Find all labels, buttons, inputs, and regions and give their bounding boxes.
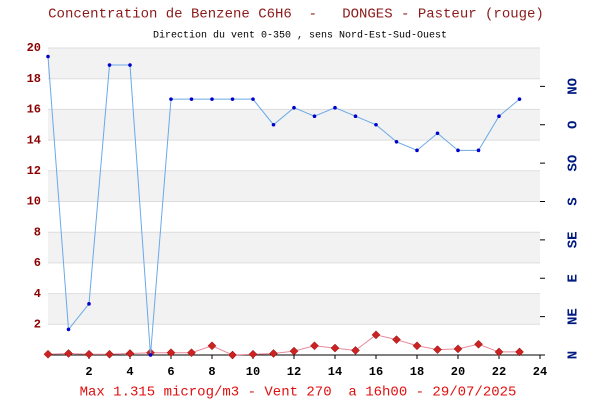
point: [187, 348, 196, 358]
point: [412, 341, 422, 351]
point: [333, 105, 337, 110]
x-tick-label: 24: [533, 365, 547, 379]
y-tick-label: 14: [27, 133, 41, 147]
point: [271, 122, 276, 127]
point: [230, 97, 235, 101]
series-line: [47, 56, 520, 356]
point: [87, 302, 91, 306]
y-tick-label: 18: [27, 72, 41, 86]
x-tick-label: 22: [492, 365, 506, 379]
y2-tick-label: SE: [566, 231, 582, 248]
band: [48, 109, 540, 141]
x-tick-label: 4: [126, 365, 133, 379]
y-tick-label: 20: [27, 41, 41, 55]
y2-tick-label: E: [566, 274, 582, 282]
x-tick-label: 6: [167, 365, 174, 379]
point: [248, 349, 258, 359]
point: [474, 339, 483, 349]
point: [46, 54, 50, 59]
y2-tick-label: SO: [566, 155, 582, 172]
point: [433, 345, 442, 354]
point: [169, 97, 173, 101]
point: [228, 350, 237, 360]
point: [125, 349, 135, 358]
band: [48, 170, 540, 202]
point: [166, 348, 176, 358]
point: [353, 114, 358, 119]
point: [107, 63, 112, 67]
point: [292, 105, 296, 110]
point: [453, 344, 463, 354]
y2-tick-label: NO: [566, 78, 582, 95]
point: [128, 63, 132, 67]
point: [105, 349, 114, 359]
point: [289, 346, 299, 356]
point: [392, 335, 401, 345]
series-line: [47, 334, 520, 356]
point: [148, 353, 153, 357]
point: [351, 346, 360, 355]
point: [517, 97, 522, 101]
x-tick-label: 14: [328, 365, 342, 379]
y-tick-label: 4: [34, 287, 41, 301]
point: [415, 148, 419, 153]
y-tick-label: 10: [27, 195, 41, 209]
band: [48, 48, 540, 79]
x-tick-label: 18: [410, 365, 424, 379]
chart-footer: Max 1.315 microg/m3 - Vent 270 a 16h00 -…: [80, 385, 517, 400]
point: [394, 140, 399, 144]
point: [43, 349, 53, 359]
x-tick-label: 2: [85, 365, 92, 379]
y-tick-label: 16: [27, 103, 41, 117]
y2-tick-label: O: [566, 121, 582, 129]
band: [48, 293, 540, 325]
x-tick-label: 10: [246, 365, 260, 379]
y2-tick-label: N: [566, 351, 582, 359]
point: [310, 341, 319, 351]
x-tick-label: 16: [369, 365, 383, 379]
y-tick-label: 8: [34, 225, 41, 239]
point: [456, 148, 460, 153]
point: [210, 97, 214, 101]
point: [269, 349, 278, 358]
x-tick-label: 8: [208, 365, 215, 379]
band: [48, 232, 540, 263]
point: [189, 97, 194, 101]
point: [330, 343, 340, 353]
point: [494, 347, 504, 357]
chart-subtitle: Direction du vent 0-350 , sens Nord-Est-…: [153, 30, 447, 42]
point: [207, 341, 217, 351]
point: [515, 347, 524, 357]
y-tick-label: 2: [34, 317, 41, 331]
point: [84, 349, 94, 359]
point: [64, 349, 73, 358]
point: [435, 131, 440, 136]
point: [476, 148, 481, 153]
chart-title: Concentration de Benzene C6H6 - DONGES -…: [48, 7, 544, 23]
point: [497, 114, 501, 119]
y-tick-label: 6: [34, 256, 41, 270]
point: [374, 122, 378, 127]
point: [66, 327, 71, 332]
y-tick-label: 12: [27, 164, 41, 178]
point: [371, 330, 381, 340]
point: [312, 114, 317, 119]
point: [251, 97, 255, 101]
x-tick-label: 12: [287, 365, 301, 379]
x-tick-label: 20: [451, 365, 465, 379]
y2-tick-label: S: [566, 197, 582, 205]
y2-tick-label: NE: [566, 308, 582, 325]
